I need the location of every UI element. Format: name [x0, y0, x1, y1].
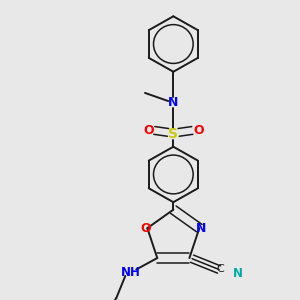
Text: O: O	[143, 124, 154, 137]
Text: O: O	[140, 222, 151, 235]
Text: O: O	[193, 124, 204, 137]
Text: N: N	[196, 222, 206, 235]
Text: N: N	[233, 267, 243, 280]
Text: S: S	[168, 127, 178, 141]
Text: C: C	[217, 264, 225, 274]
Text: NH: NH	[121, 266, 141, 279]
Text: N: N	[168, 96, 178, 109]
